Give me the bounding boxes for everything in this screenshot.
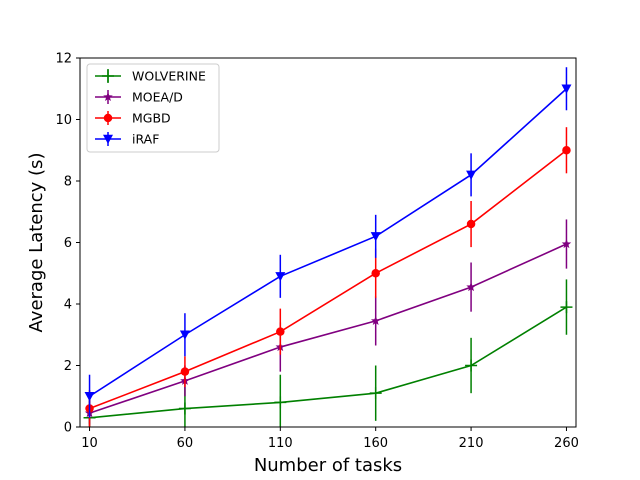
x-tick-label: 110 xyxy=(268,436,293,451)
series-0 xyxy=(83,279,573,427)
series-line xyxy=(89,149,567,410)
legend-box xyxy=(86,63,220,153)
data-point xyxy=(370,232,381,242)
data-point xyxy=(465,359,478,372)
series-line xyxy=(89,88,567,397)
legend-marker xyxy=(103,92,113,102)
legend-item: iRAF xyxy=(95,132,159,147)
x-tick-label: 10 xyxy=(81,436,98,451)
x-tick-label: 210 xyxy=(459,436,484,451)
data-point xyxy=(466,170,477,180)
legend-label: iRAF xyxy=(132,132,159,147)
y-tick-label: 12 xyxy=(55,52,72,67)
series-line xyxy=(89,306,567,419)
data-point xyxy=(275,272,286,282)
data-point xyxy=(466,219,476,229)
data-point xyxy=(370,315,381,325)
y-axis-label: Average Latency (s) xyxy=(26,153,47,333)
y-tick-label: 6 xyxy=(64,236,72,251)
legend-item: MGBD xyxy=(95,111,171,126)
axis-ticks: 10 60 110 160 210 260 0 2 4 6 8 10 12 xyxy=(55,52,578,452)
y-tick-label: 8 xyxy=(64,175,72,190)
data-point xyxy=(560,301,573,314)
data-point xyxy=(276,327,285,336)
data-point xyxy=(371,269,380,278)
legend-item: WOLVERINE xyxy=(95,69,206,84)
legend-label: WOLVERINE xyxy=(132,69,206,84)
x-axis-label: Number of tasks xyxy=(254,455,402,476)
data-point xyxy=(178,402,191,415)
x-tick-label: 260 xyxy=(554,436,579,451)
legend-item: MOEA/D xyxy=(95,90,183,105)
legend-label: MGBD xyxy=(132,111,171,126)
plot-area xyxy=(83,67,573,427)
x-tick-label: 160 xyxy=(363,436,388,451)
y-tick-label: 2 xyxy=(64,359,72,374)
series-line xyxy=(89,243,567,414)
data-point xyxy=(561,84,572,94)
data-point xyxy=(180,367,190,376)
data-point xyxy=(466,282,476,292)
series-2 xyxy=(85,127,571,427)
x-tick-label: 60 xyxy=(177,436,194,451)
y-tick-label: 10 xyxy=(55,113,72,128)
legend-marker xyxy=(102,70,114,82)
data-point xyxy=(561,239,572,249)
legend-marker xyxy=(103,134,113,144)
legend-marker xyxy=(103,113,113,123)
y-tick-label: 4 xyxy=(64,298,72,313)
series-3 xyxy=(84,67,572,418)
y-tick-label: 0 xyxy=(64,421,72,436)
series-1 xyxy=(84,219,572,426)
data-point xyxy=(562,146,571,155)
data-point xyxy=(84,392,95,402)
data-point xyxy=(369,387,382,400)
legend-label: MOEA/D xyxy=(132,90,183,105)
data-point xyxy=(179,330,190,340)
legend: WOLVERINE MOEA/D MGBD iRAF xyxy=(86,63,220,153)
data-point xyxy=(274,396,287,409)
